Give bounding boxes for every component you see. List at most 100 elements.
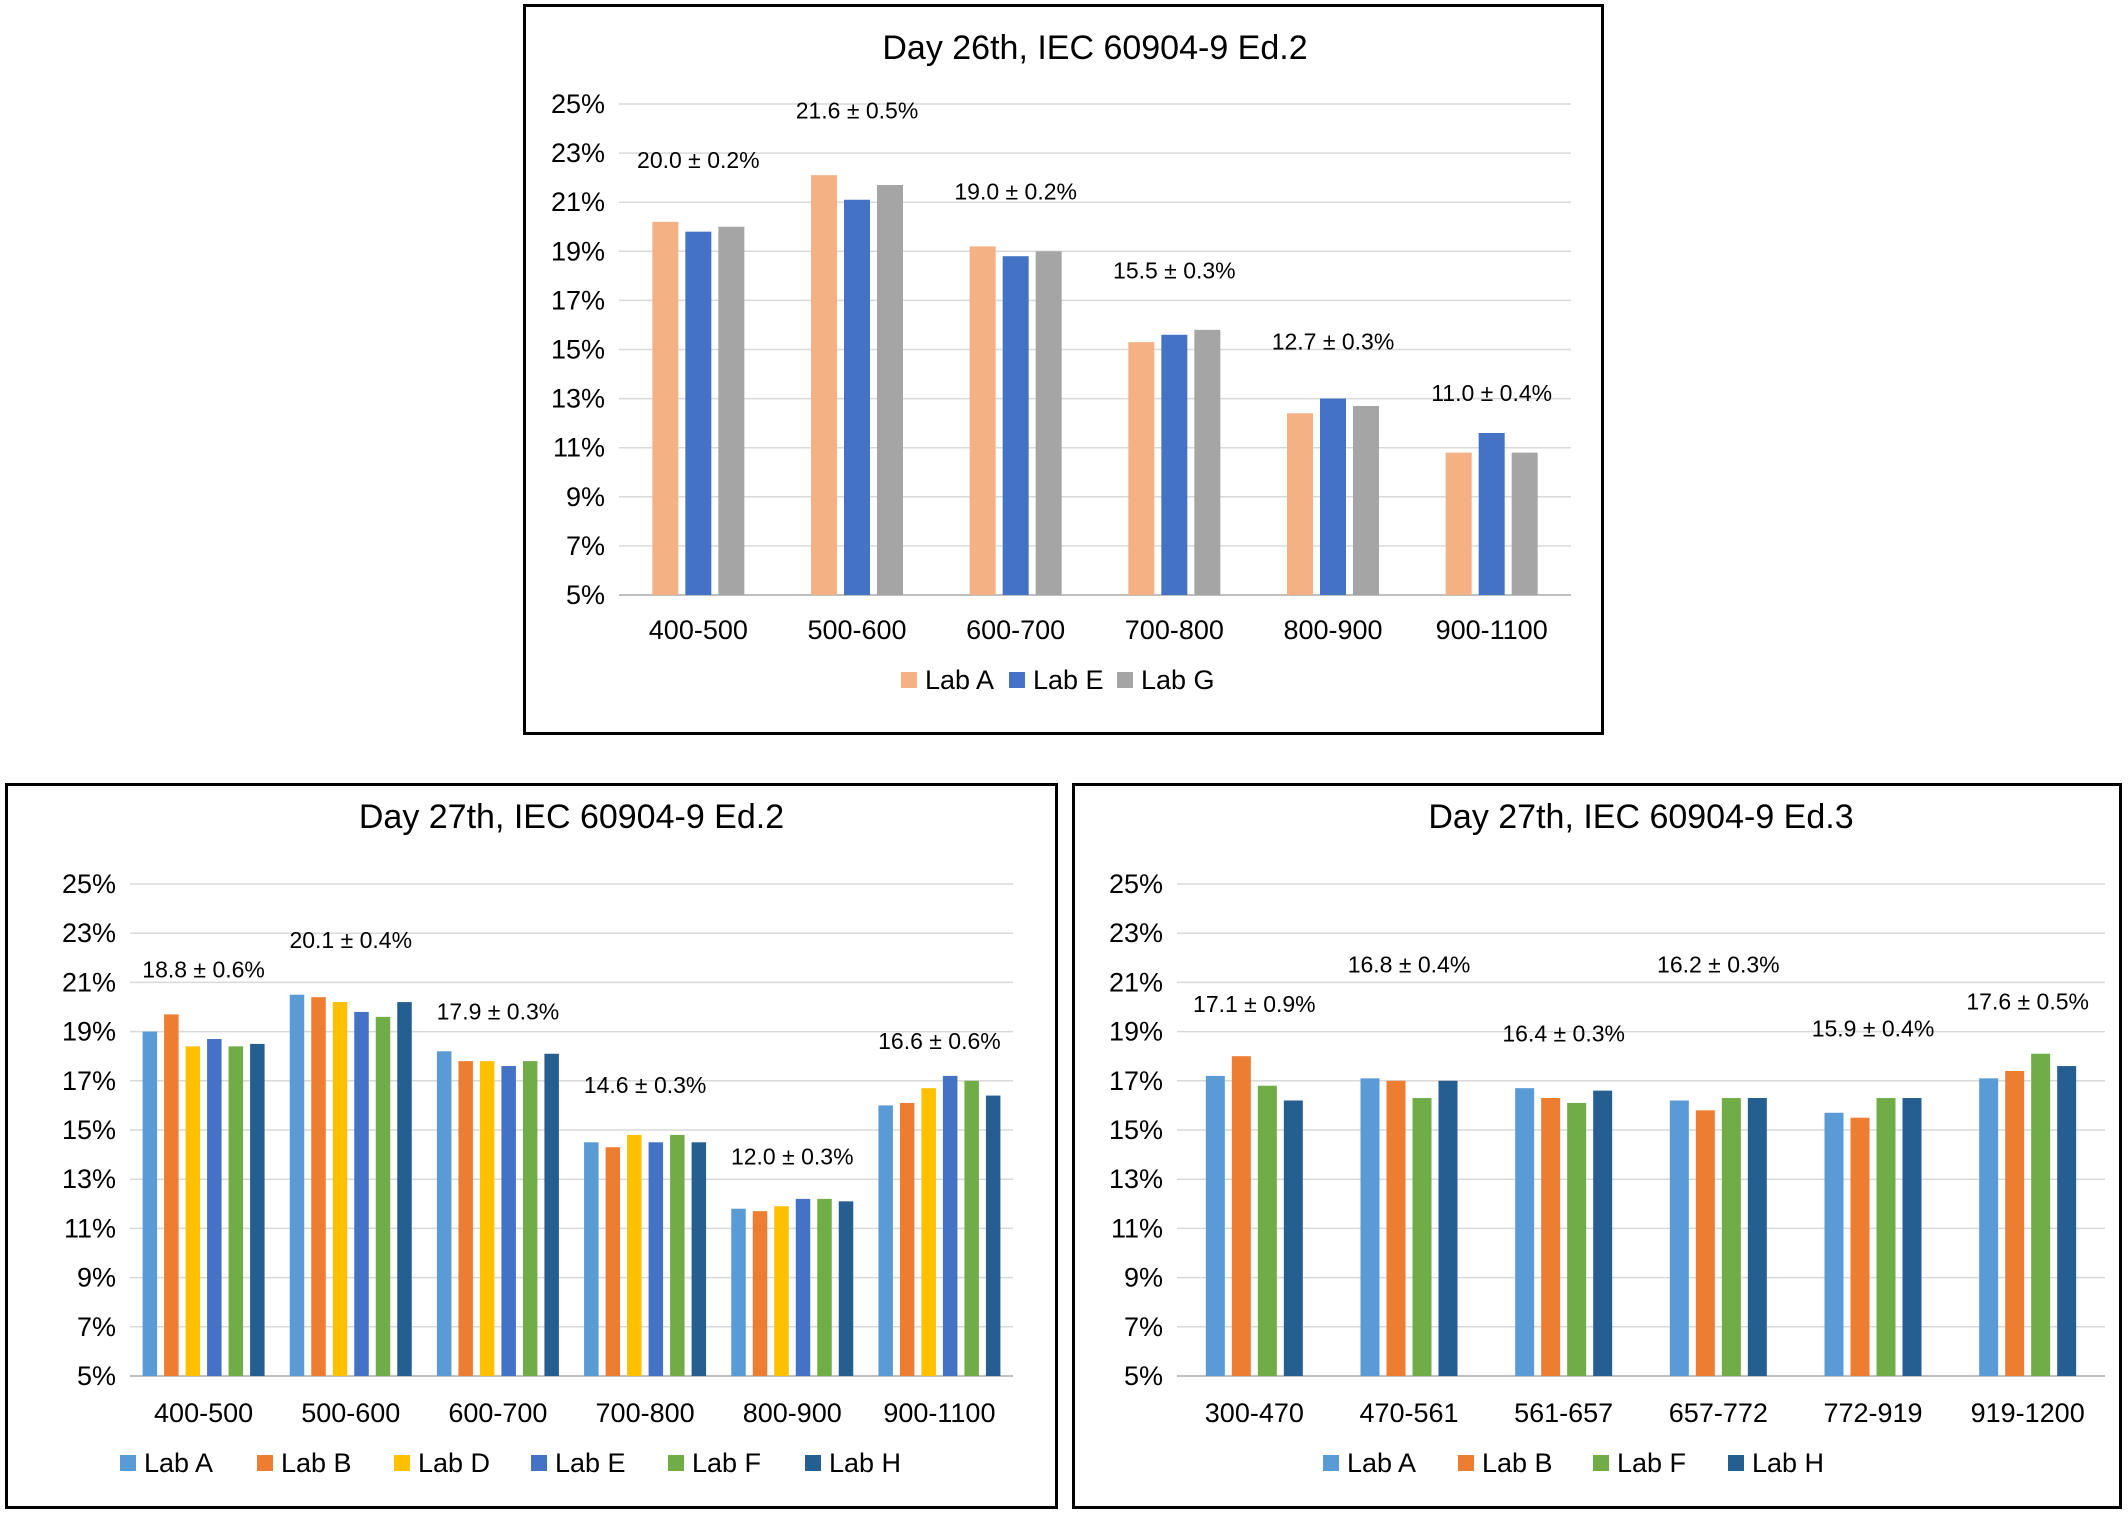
bar-lab-h-500-600 xyxy=(397,1002,412,1376)
bar-lab-b-657-772 xyxy=(1695,1110,1715,1376)
y-tick-label: 15% xyxy=(62,1115,116,1145)
bar-lab-e-500-600 xyxy=(354,1011,369,1376)
bar-lab-e-800-900 xyxy=(1320,398,1346,595)
bar-lab-h-657-772 xyxy=(1747,1098,1767,1376)
bar-lab-a-772-919 xyxy=(1824,1112,1844,1376)
bar-lab-f-600-700 xyxy=(522,1061,538,1376)
bar-lab-d-600-700 xyxy=(479,1061,495,1376)
bar-lab-a-600-700 xyxy=(436,1051,452,1376)
chart-svg-day27-ed2: Day 27th, IEC 60904-9 Ed.2 5% 7% 9% 11% 13% 15… xyxy=(62,798,1013,1478)
x-tick-label: 600-700 xyxy=(448,1398,547,1428)
bar-lab-e-700-800 xyxy=(1161,334,1188,595)
bar-lab-f-657-772 xyxy=(1721,1098,1741,1376)
annotation-label: 16.4 ± 0.3% xyxy=(1502,1020,1625,1046)
x-tick-label: 700-800 xyxy=(596,1398,695,1428)
x-tick-label: 400-500 xyxy=(649,615,748,645)
legend-swatch-lab-f xyxy=(668,1455,684,1471)
bar-lab-b-600-700 xyxy=(458,1061,473,1376)
legend-swatch-lab-h xyxy=(805,1455,821,1471)
y-tick-label: 23% xyxy=(1109,918,1163,948)
legend-label-lab-b: Lab B xyxy=(1482,1448,1553,1478)
legend-label-lab-b: Lab B xyxy=(281,1448,352,1478)
bar-lab-f-300-470 xyxy=(1257,1085,1277,1376)
legend-swatch-lab-b xyxy=(1458,1455,1474,1471)
bar-lab-e-600-700 xyxy=(1002,256,1029,595)
legend-label-lab-e: Lab E xyxy=(555,1448,626,1478)
chart-panel-day27-ed3: Day 27th, IEC 60904-9 Ed.3 5% 7% 9% 11% 13% 15… xyxy=(1072,783,2122,1509)
legend-label-lab-a: Lab A xyxy=(1347,1448,1416,1478)
bar-lab-f-772-919 xyxy=(1876,1098,1896,1376)
y-tick-label: 25% xyxy=(1109,869,1163,899)
bar-lab-e-400-500 xyxy=(207,1038,222,1376)
bar-lab-a-800-900 xyxy=(1287,413,1313,595)
annotation-label: 16.6 ± 0.6% xyxy=(878,1028,1001,1054)
y-tick-label: 19% xyxy=(62,1017,116,1047)
annotation-label: 17.9 ± 0.3% xyxy=(437,998,560,1024)
bar-lab-h-300-470 xyxy=(1283,1100,1303,1376)
y-tick-label: 5% xyxy=(1124,1361,1163,1391)
bar-lab-h-900-1100 xyxy=(985,1095,1001,1376)
bar-lab-h-700-800 xyxy=(691,1142,707,1376)
y-tick-label: 25% xyxy=(551,89,605,119)
y-tick-label: 13% xyxy=(551,384,605,414)
chart-title: Day 27th, IEC 60904-9 Ed.2 xyxy=(359,798,784,836)
x-tick-label: 561-657 xyxy=(1514,1398,1613,1428)
bar-lab-g-700-800 xyxy=(1194,329,1221,595)
annotation-label: 15.9 ± 0.4% xyxy=(1812,1016,1935,1042)
y-tick-label: 7% xyxy=(77,1312,116,1342)
bar-lab-h-772-919 xyxy=(1902,1098,1922,1376)
bar-lab-f-400-500 xyxy=(228,1046,244,1376)
annotation-label: 21.6 ± 0.5% xyxy=(796,98,919,124)
y-tick-label: 15% xyxy=(551,335,605,365)
bar-lab-b-919-1200 xyxy=(2005,1070,2025,1376)
y-tick-label: 15% xyxy=(1109,1115,1163,1145)
legend-label-lab-h: Lab H xyxy=(829,1448,901,1478)
legend-label-lab-f: Lab F xyxy=(692,1448,761,1478)
y-tick-label: 11% xyxy=(553,433,605,463)
bar-lab-h-470-561 xyxy=(1438,1080,1458,1376)
bar-lab-f-700-800 xyxy=(670,1134,685,1376)
legend-label-lab-d: Lab D xyxy=(418,1448,490,1478)
annotation-label: 16.2 ± 0.3% xyxy=(1657,952,1780,978)
y-tick-label: 23% xyxy=(551,138,605,168)
annotation-label: 16.8 ± 0.4% xyxy=(1348,952,1471,978)
legend-swatch-lab-h xyxy=(1728,1455,1744,1471)
chart-svg-day26-ed2: Day 26th, IEC 60904-9 Ed.2 5% 7% 9% 11% 13% 15… xyxy=(551,29,1571,695)
bar-lab-a-700-800 xyxy=(584,1142,599,1376)
bar-lab-b-561-657 xyxy=(1541,1098,1561,1376)
legend-swatch-lab-d xyxy=(394,1455,410,1471)
bar-lab-g-800-900 xyxy=(1353,405,1379,595)
annotation-label: 20.1 ± 0.4% xyxy=(289,927,412,953)
y-tick-label: 5% xyxy=(566,580,605,610)
bar-lab-h-800-900 xyxy=(838,1201,854,1376)
y-tick-label: 19% xyxy=(1109,1017,1163,1047)
bar-lab-b-800-900 xyxy=(752,1211,768,1376)
bar-lab-d-900-1100 xyxy=(921,1088,936,1376)
x-tick-label: 772-919 xyxy=(1823,1398,1922,1428)
bar-lab-h-561-657 xyxy=(1593,1090,1613,1376)
chart-title: Day 26th, IEC 60904-9 Ed.2 xyxy=(882,29,1307,67)
bar-lab-b-700-800 xyxy=(605,1147,621,1376)
x-tick-label: 919-1200 xyxy=(1971,1398,2085,1428)
y-tick-label: 19% xyxy=(551,236,605,266)
bar-lab-b-500-600 xyxy=(311,997,326,1376)
legend-swatch-lab-a xyxy=(901,672,917,688)
legend-label-lab-e: Lab E xyxy=(1033,665,1104,695)
x-tick-label: 600-700 xyxy=(966,615,1065,645)
y-tick-label: 23% xyxy=(62,918,116,948)
bar-lab-a-561-657 xyxy=(1515,1088,1535,1376)
legend-label-lab-a: Lab A xyxy=(144,1448,213,1478)
bar-lab-e-900-1100 xyxy=(942,1075,958,1376)
bar-lab-h-400-500 xyxy=(250,1043,265,1376)
bar-lab-a-900-1100 xyxy=(878,1105,893,1376)
bar-lab-a-500-600 xyxy=(811,175,837,595)
legend-swatch-lab-a xyxy=(120,1455,136,1471)
bar-lab-a-919-1200 xyxy=(1979,1078,1999,1376)
legend-swatch-lab-f xyxy=(1593,1455,1609,1471)
x-tick-label: 470-561 xyxy=(1359,1398,1458,1428)
bar-lab-e-500-600 xyxy=(844,199,870,595)
annotation-label: 18.8 ± 0.6% xyxy=(142,956,265,982)
x-tick-label: 800-900 xyxy=(743,1398,842,1428)
legend-label-lab-f: Lab F xyxy=(1617,1448,1686,1478)
bar-lab-a-657-772 xyxy=(1669,1100,1689,1376)
